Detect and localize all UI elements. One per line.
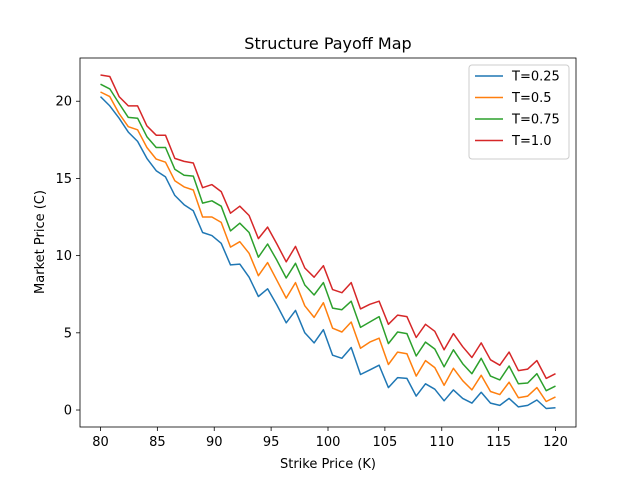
chart-title: Structure Payoff Map: [244, 34, 411, 53]
legend-label-2: T=0.75: [511, 113, 560, 128]
series-line-0: [99, 96, 556, 410]
x-axis-label: Strike Price (K): [280, 457, 376, 472]
legend-label-3: T=1.0: [511, 134, 552, 149]
x-tick-label-3: 95: [263, 435, 280, 450]
series-line-1: [100, 91, 556, 403]
x-tick-label-1: 85: [149, 435, 166, 450]
x-tick-label-6: 110: [429, 435, 454, 450]
y-tick-label-4: 20: [55, 95, 72, 110]
y-tick-label-0: 0: [64, 404, 72, 419]
x-tick-label-7: 115: [486, 435, 511, 450]
legend-box: [468, 64, 570, 160]
x-tick-label-8: 120: [543, 435, 568, 450]
axes: 80 85 90 95 100 105 110 115 120 0 5 10 15 20: [55, 57, 577, 450]
series-line-2: [100, 83, 556, 392]
legend-label-0: T=0.25: [511, 70, 560, 85]
x-tick-label-4: 100: [316, 435, 341, 450]
y-tick-label-3: 15: [55, 172, 72, 187]
legend: T=0.25 T=0.5 T=0.75 T=1.0: [468, 64, 570, 160]
series-layer: [99, 74, 556, 410]
x-tick-label-0: 80: [92, 435, 109, 450]
series-line-3: [100, 74, 556, 380]
y-tick-label-1: 5: [64, 326, 72, 341]
y-tick-label-2: 10: [55, 249, 72, 264]
x-tick-label-5: 105: [372, 435, 397, 450]
legend-label-1: T=0.5: [511, 91, 552, 106]
x-tick-label-2: 90: [206, 435, 223, 450]
y-axis-label: Market Price (C): [33, 190, 48, 294]
